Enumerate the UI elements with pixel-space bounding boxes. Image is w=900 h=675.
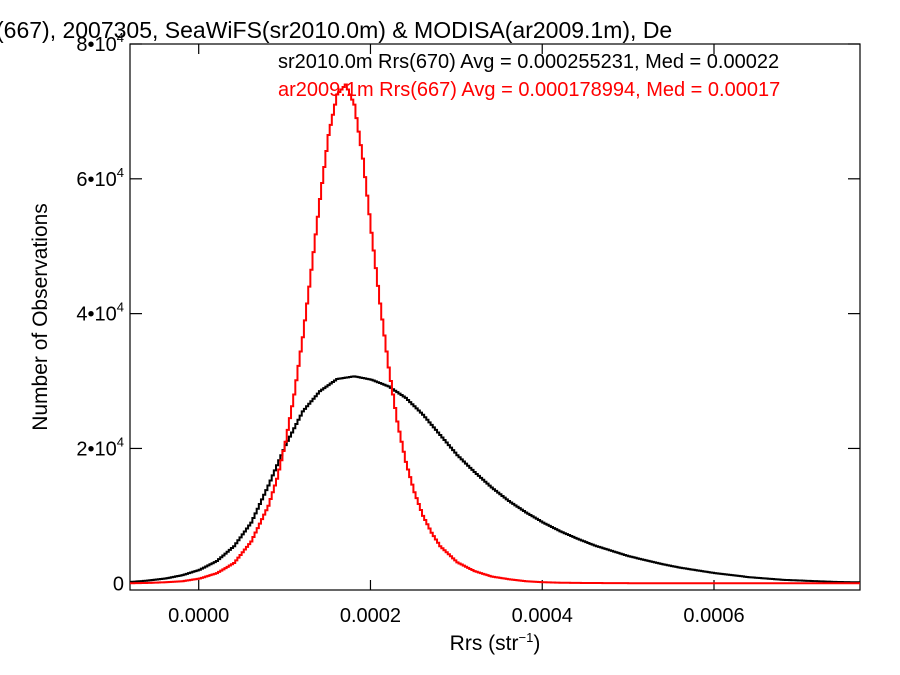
chart-title: (667), 2007305, SeaWiFS(sr2010.0m) & MOD…	[0, 17, 672, 43]
y-tick-labels: 0 2•104 4•104 6•104 8•104	[76, 30, 124, 595]
y-tick-label: 4•104	[76, 300, 124, 326]
axis-ticks	[130, 43, 860, 590]
series-line-red	[130, 83, 860, 585]
x-axis-label: Rrs (str−1)	[450, 630, 541, 655]
series-line-black	[130, 375, 860, 584]
series-layer	[130, 83, 860, 585]
y-tick-label: 0	[113, 573, 124, 595]
x-axis-label-sup: −1	[519, 630, 534, 645]
y-tick-label: 8•104	[76, 30, 124, 56]
plot-frame	[129, 43, 861, 591]
x-axis-label-tail: )	[533, 632, 540, 655]
legend-entry-red: ar2009.1m Rrs(667) Avg = 0.000178994, Me…	[278, 79, 780, 101]
x-tick-label: 0.0000	[168, 605, 229, 627]
y-axis-label: Number of Observations	[29, 203, 52, 431]
x-tick-label: 0.0006	[683, 605, 744, 627]
x-tick-label: 0.0002	[340, 605, 401, 627]
x-axis-label-main: Rrs (str	[450, 632, 519, 655]
y-tick-label: 6•104	[76, 165, 124, 191]
legend-entry-black: sr2010.0m Rrs(670) Avg = 0.000255231, Me…	[278, 51, 779, 73]
x-tick-labels: 0.0000 0.0002 0.0004 0.0006	[168, 605, 744, 627]
y-tick-label: 2•104	[76, 434, 124, 460]
x-tick-label: 0.0004	[512, 605, 573, 627]
